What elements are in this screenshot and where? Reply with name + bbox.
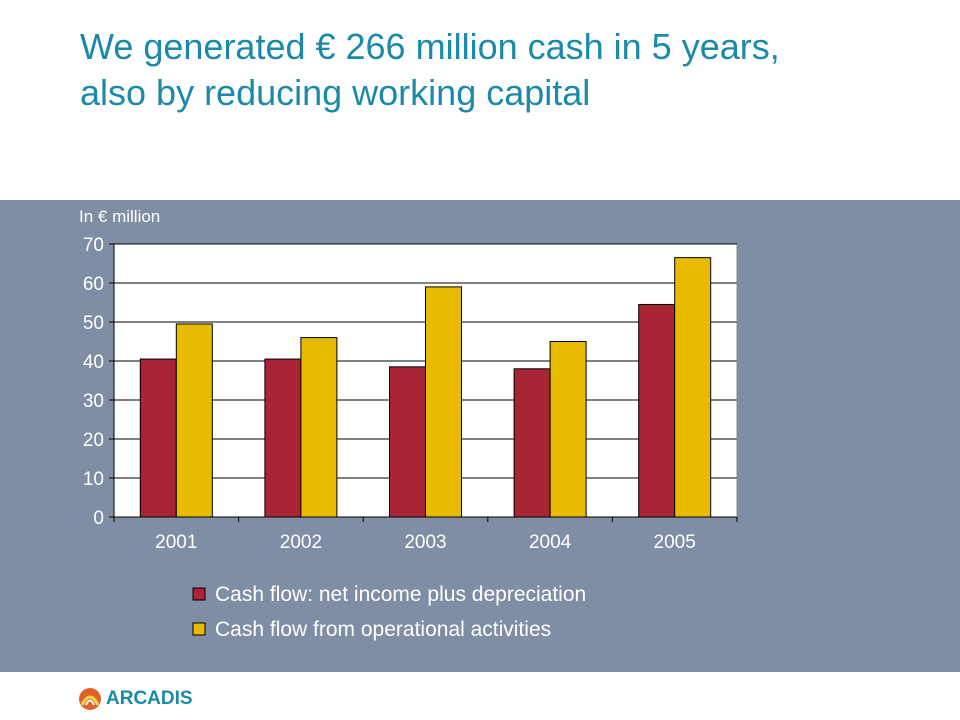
legend-label-series-2: Cash flow from operational activities — [215, 618, 551, 641]
unit-label: In € million — [79, 207, 161, 226]
bar-2001-series-1 — [139, 358, 177, 518]
title-line-2: also by reducing working capital — [80, 72, 591, 113]
legend-label-series-1: Cash flow: net income plus depreciation — [215, 583, 586, 606]
arcadis-logo: ARCADIS — [78, 684, 193, 714]
legend-swatch-series-1 — [192, 587, 206, 601]
y-tick-label: 70 — [83, 235, 104, 256]
y-tick-label: 0 — [93, 508, 104, 529]
title-line-1: We generated € 266 million cash in 5 yea… — [80, 26, 780, 67]
y-tick-label: 60 — [83, 274, 104, 295]
slide-title: We generated € 266 million cash in 5 yea… — [80, 24, 920, 116]
logo-text: ARCADIS — [106, 688, 193, 709]
x-tick-label: 2001 — [155, 532, 197, 553]
bar-2005-series-1 — [638, 303, 676, 518]
x-tick-label: 2002 — [280, 532, 322, 553]
bar-2002-series-2 — [300, 337, 338, 518]
arcadis-logo-icon — [79, 688, 101, 710]
legend-swatch-series-2 — [192, 622, 206, 636]
y-tick-label: 40 — [83, 352, 104, 373]
bar-2003-series-2 — [425, 286, 462, 518]
y-tick-label: 30 — [83, 391, 104, 412]
x-tick-label: 2004 — [529, 532, 572, 553]
y-tick-label: 20 — [83, 430, 104, 451]
bar-2002-series-1 — [264, 358, 302, 518]
bar-2004-series-2 — [549, 341, 587, 518]
bar-2004-series-1 — [513, 368, 551, 518]
bar-2001-series-2 — [175, 323, 213, 518]
bar-2003-series-1 — [389, 366, 426, 518]
x-tick-label: 2005 — [654, 532, 696, 553]
y-tick-label: 10 — [83, 469, 104, 490]
x-tick-label: 2003 — [404, 532, 446, 553]
y-tick-label: 50 — [83, 313, 104, 334]
bar-2005-series-2 — [674, 257, 712, 518]
